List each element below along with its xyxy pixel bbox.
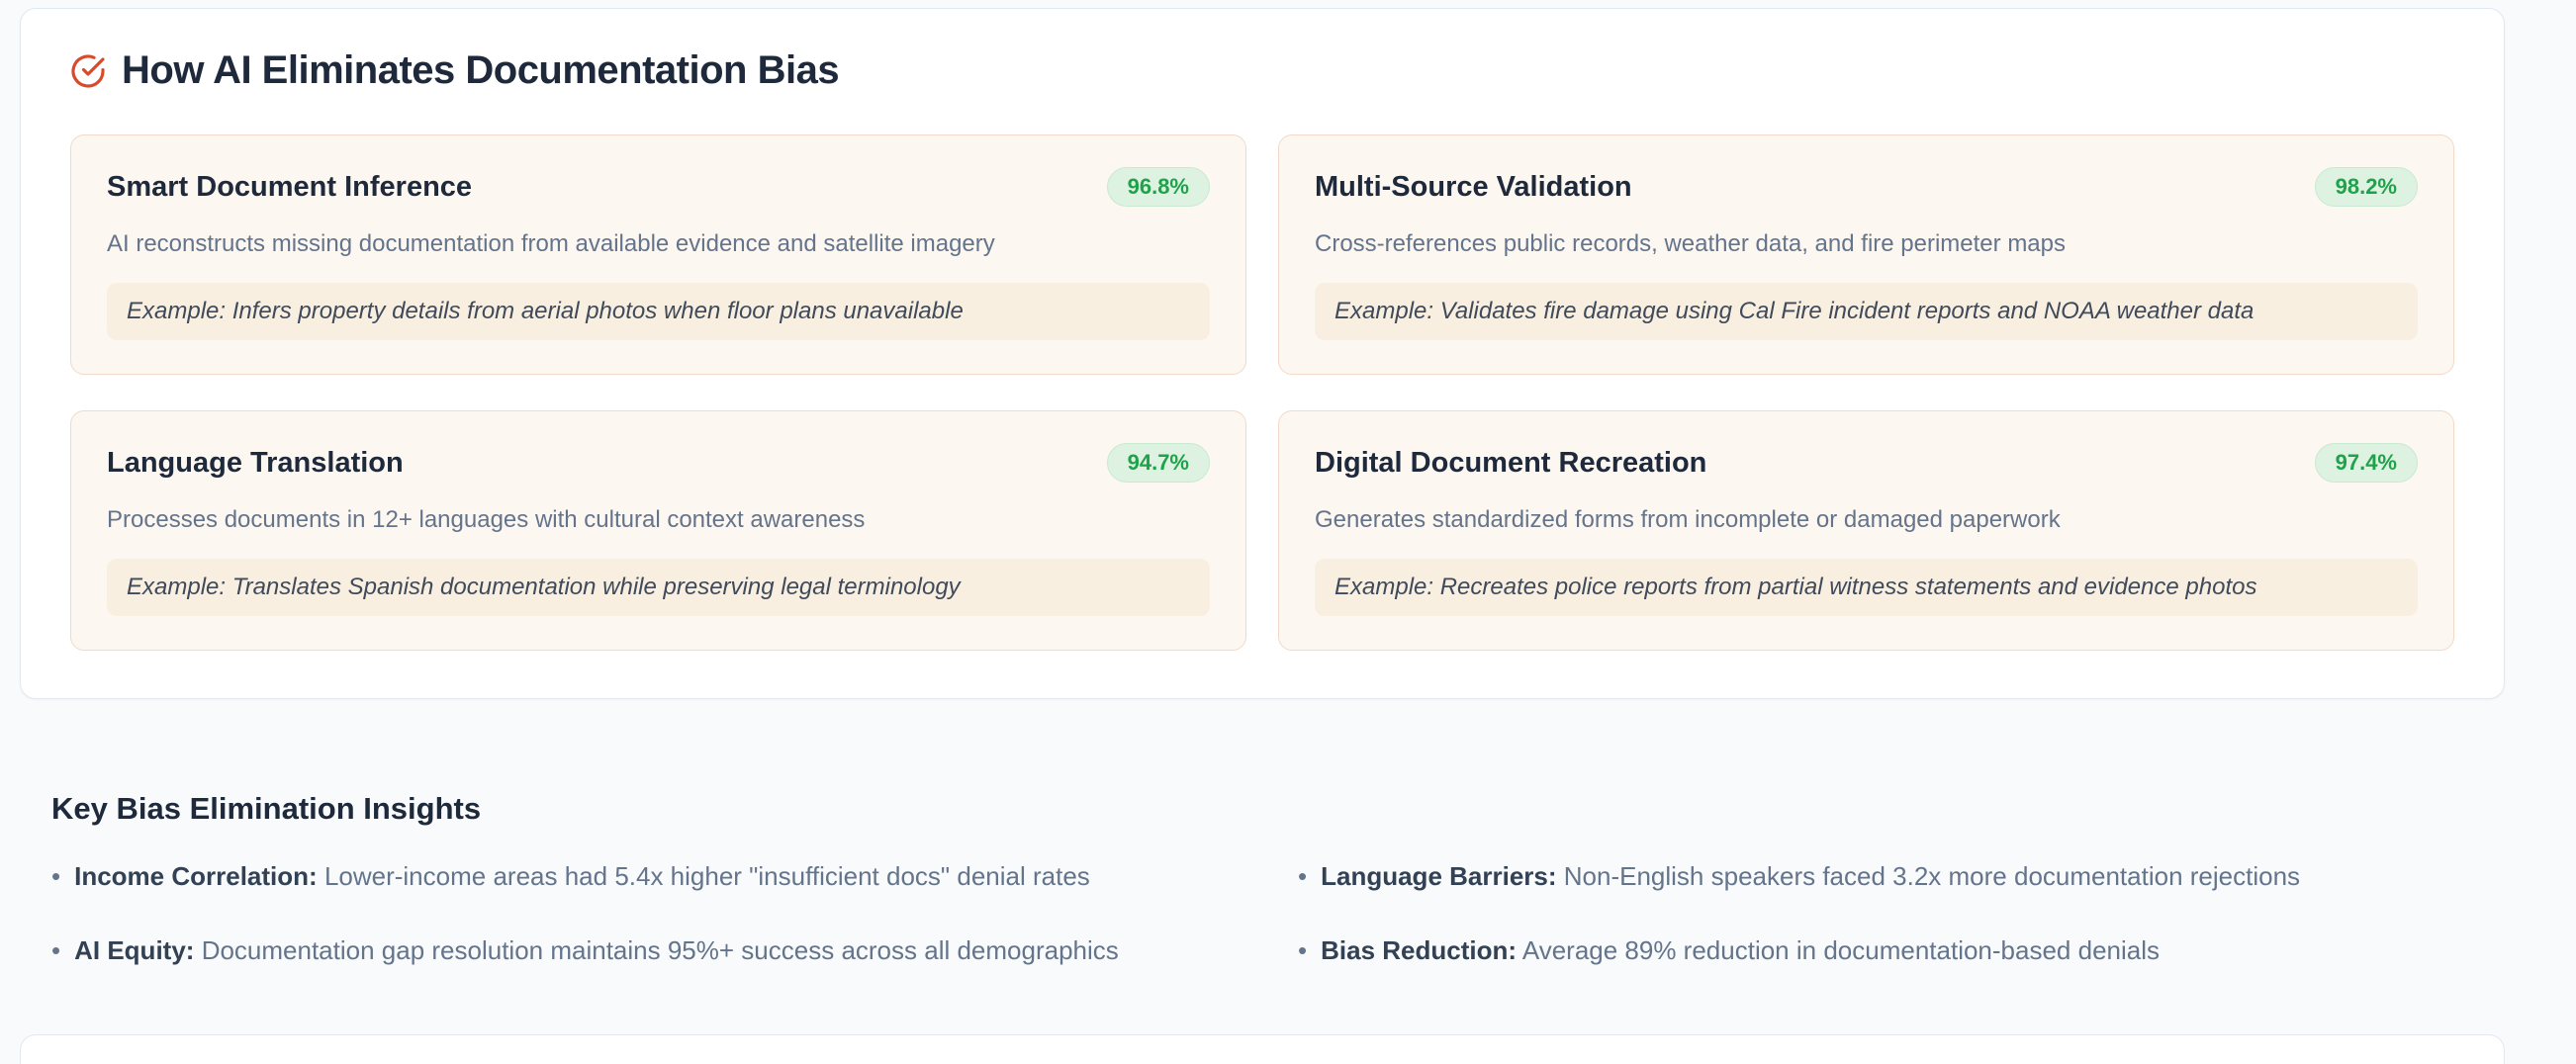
card-header: Smart Document Inference 96.8% [107, 167, 1210, 207]
insights-title: Key Bias Elimination Insights [51, 791, 482, 826]
card-description: Generates standardized forms from incomp… [1315, 506, 2061, 534]
capability-card-language-translation: Language Translation 94.7% Processes doc… [70, 410, 1246, 652]
card-example: Example: Translates Spanish documentatio… [107, 559, 1210, 617]
insights-grid: • Income Correlation: Lower-income areas… [51, 860, 2505, 966]
bullet-icon: • [1298, 861, 1308, 891]
card-title: Language Translation [107, 446, 404, 479]
accuracy-badge: 97.4% [2314, 443, 2418, 484]
card-example: Example: Validates fire damage using Cal… [1315, 283, 2418, 341]
capability-card-smart-document-inference: Smart Document Inference 96.8% AI recons… [70, 134, 1246, 376]
insight-language-barriers: • Language Barriers: Non-English speaker… [1298, 860, 2505, 893]
card-header: Digital Document Recreation 97.4% [1315, 443, 2418, 484]
panel-title: How AI Eliminates Documentation Bias [122, 48, 840, 92]
card-header: Language Translation 94.7% [107, 443, 1210, 484]
card-title: Smart Document Inference [107, 170, 473, 203]
bullet-icon: • [1298, 934, 1308, 965]
card-description: AI reconstructs missing documentation fr… [107, 230, 995, 257]
insight-text: Average 89% reduction in documentation-b… [1521, 934, 2161, 965]
insights-section: Key Bias Elimination Insights • Income C… [51, 791, 2505, 966]
insight-line: Bias Reduction: Average 89% reduction in… [1321, 934, 2160, 967]
insight-line: AI Equity: Documentation gap resolution … [74, 934, 1119, 967]
card-example: Example: Infers property details from ae… [107, 283, 1210, 341]
insight-line: Income Correlation: Lower-income areas h… [74, 860, 1090, 893]
accuracy-badge: 96.8% [1106, 167, 1210, 207]
insight-label: Language Barriers: [1321, 861, 1557, 891]
insight-line: Language Barriers: Non-English speakers … [1321, 860, 2300, 893]
bullet-icon: • [51, 934, 61, 965]
documentation-bias-panel: How AI Eliminates Documentation Bias Sma… [20, 8, 2505, 700]
capability-card-digital-document-recreation: Digital Document Recreation 97.4% Genera… [1278, 410, 2454, 652]
accuracy-badge: 94.7% [1106, 443, 1210, 484]
insight-label: Income Correlation: [74, 861, 318, 891]
insight-label: Bias Reduction: [1321, 934, 1518, 965]
next-panel-peek [20, 1034, 2505, 1064]
insight-income-correlation: • Income Correlation: Lower-income areas… [51, 860, 1278, 893]
card-title: Multi-Source Validation [1315, 170, 1632, 203]
accuracy-badge: 98.2% [2314, 167, 2418, 207]
bullet-icon: • [51, 861, 61, 891]
insight-text: Non-English speakers faced 3.2x more doc… [1563, 861, 2301, 891]
capability-cards-grid: Smart Document Inference 96.8% AI recons… [70, 134, 2454, 652]
insight-ai-equity: • AI Equity: Documentation gap resolutio… [51, 934, 1278, 967]
card-title: Digital Document Recreation [1315, 446, 1707, 479]
capability-card-multi-source-validation: Multi-Source Validation 98.2% Cross-refe… [1278, 134, 2454, 376]
panel-header: How AI Eliminates Documentation Bias [70, 48, 2454, 93]
circle-check-icon [70, 53, 106, 89]
insight-bias-reduction: • Bias Reduction: Average 89% reduction … [1298, 934, 2505, 967]
card-example: Example: Recreates police reports from p… [1315, 559, 2418, 617]
insight-text: Documentation gap resolution maintains 9… [201, 934, 1119, 965]
insight-text: Lower-income areas had 5.4x higher "insu… [323, 861, 1090, 891]
insight-label: AI Equity: [74, 934, 195, 965]
card-description: Processes documents in 12+ languages wit… [107, 506, 866, 534]
card-header: Multi-Source Validation 98.2% [1315, 167, 2418, 207]
card-description: Cross-references public records, weather… [1315, 230, 2066, 257]
